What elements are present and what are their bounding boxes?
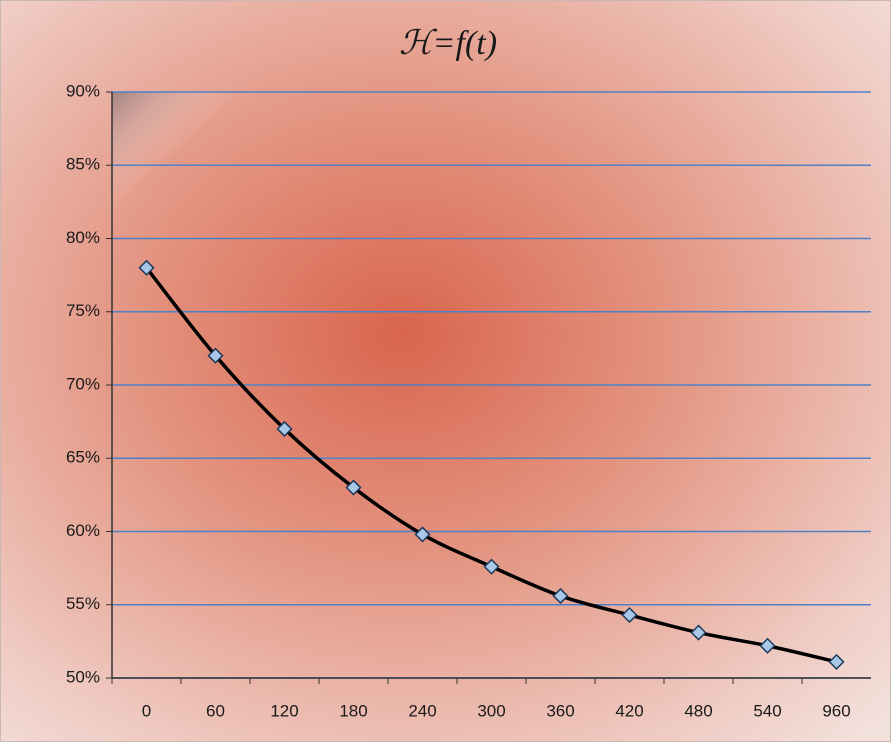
y-tick-label: 50% [66,667,100,686]
y-tick-label: 75% [66,301,100,320]
x-tick-label: 960 [822,701,850,720]
page: ℋ=f(t) 50% 55% 60% 65% 70% 75% 80% 85% 90% 0 60 120… [0,0,891,742]
x-tick-label: 360 [546,701,574,720]
y-tick-label: 80% [66,228,100,247]
x-tick-label: 480 [684,701,712,720]
x-tick-label: 420 [615,701,643,720]
x-tick-label: 300 [477,701,505,720]
x-tick-label: 240 [408,701,436,720]
y-tick-label: 70% [66,374,100,393]
x-tick-label: 0 [142,701,151,720]
y-tick-label: 60% [66,521,100,540]
x-tick-label: 180 [339,701,367,720]
x-tick-label: 60 [206,701,225,720]
y-tick-label: 55% [66,594,100,613]
y-tick-label: 90% [66,81,100,100]
chart-title: ℋ=f(t) [399,25,497,62]
y-tick-label: 65% [66,448,100,467]
chart: ℋ=f(t) 50% 55% 60% 65% 70% 75% 80% 85% 90% 0 60 120… [0,0,891,742]
y-tick-label: 85% [66,155,100,174]
x-tick-label: 120 [270,701,298,720]
x-tick-label: 540 [753,701,781,720]
